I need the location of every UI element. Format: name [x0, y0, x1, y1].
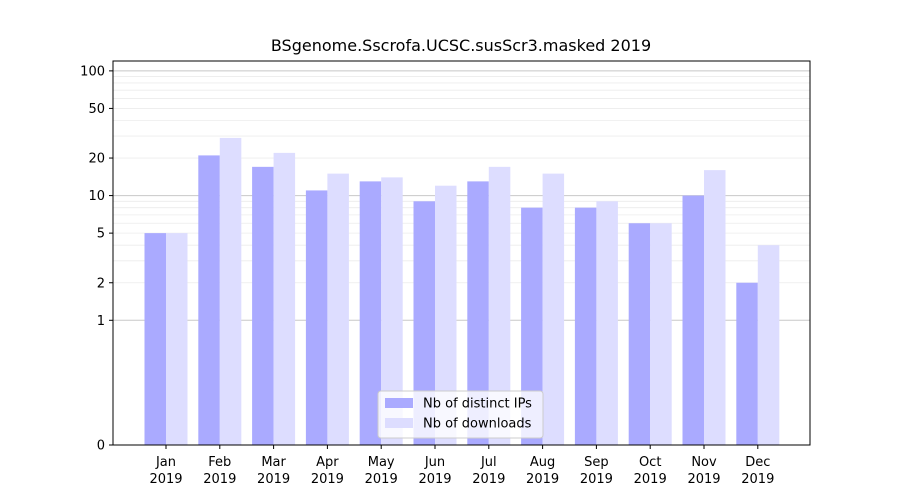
y-axis: 0 1 2 5 10 20 50 100: [80, 64, 113, 454]
bar-downloads-7: [542, 173, 565, 445]
x-axis: Jan 2019 Feb 2019 Mar 2019 Apr 2019 May 2019 Jun 20…: [149, 445, 774, 487]
x-tick-label: Oct 2019: [634, 455, 667, 487]
bar-distinct-ips-4: [359, 181, 382, 445]
y-tick-label: 10: [88, 189, 105, 204]
bar-downloads-8: [596, 201, 618, 445]
x-tick-label: Jun 2019: [418, 455, 451, 487]
y-tick-label: 20: [88, 152, 105, 167]
bar-distinct-ips-1: [198, 155, 220, 445]
legend-label: Nb of distinct IPs: [423, 397, 532, 412]
x-tick-label: Dec 2019: [741, 455, 774, 487]
legend-swatch: [385, 418, 413, 428]
bar-downloads-6: [488, 166, 511, 445]
bar-downloads-0: [166, 233, 188, 445]
x-tick-label: Feb 2019: [203, 455, 236, 487]
y-tick-label: 100: [80, 64, 105, 79]
x-tick-label: Apr 2019: [311, 455, 344, 487]
bar-downloads-3: [327, 173, 349, 445]
bar-distinct-ips-11: [736, 282, 758, 445]
bar-downloads-2: [273, 152, 296, 445]
bar-distinct-ips-10: [682, 195, 704, 445]
x-tick-label: Sep 2019: [580, 455, 613, 487]
bar-downloads-9: [650, 223, 672, 445]
bar-downloads-11: [757, 245, 780, 445]
legend-label: Nb of downloads: [423, 417, 532, 432]
bar-distinct-ips-6: [467, 181, 489, 445]
bar-distinct-ips-9: [628, 223, 651, 445]
y-tick-label: 0: [97, 439, 105, 454]
x-tick-label: Mar 2019: [257, 455, 290, 487]
legend-swatch: [385, 398, 413, 408]
bars: [144, 137, 780, 446]
bar-distinct-ips-0: [144, 233, 166, 445]
plot-frame: [112, 60, 811, 446]
y-tick-label: 2: [97, 276, 105, 291]
x-tick-label: Jan 2019: [149, 455, 182, 487]
y-tick-label: 50: [88, 102, 105, 117]
bar-downloads-10: [704, 170, 726, 445]
chart-title: BSgenome.Sscrofa.UCSC.susScr3.masked 201…: [271, 36, 651, 55]
bar-distinct-ips-3: [305, 190, 328, 445]
legend: Nb of distinct IPs Nb of downloads: [377, 390, 544, 439]
bar-downloads-4: [381, 177, 403, 445]
x-tick-label: May 2019: [365, 455, 398, 487]
y-tick-label: 5: [97, 227, 105, 242]
bar-distinct-ips-7: [521, 207, 543, 445]
legend-box: [377, 390, 544, 439]
x-tick-label: Jul 2019: [472, 455, 505, 487]
bar-distinct-ips-5: [413, 201, 435, 445]
bar-downloads-5: [435, 185, 457, 445]
bar-downloads-1: [219, 137, 242, 446]
x-tick-label: Nov 2019: [687, 455, 720, 487]
x-tick-label: Aug 2019: [526, 455, 559, 487]
y-tick-label: 1: [97, 314, 105, 329]
bar-distinct-ips-2: [252, 166, 274, 445]
bar-distinct-ips-8: [574, 207, 597, 445]
